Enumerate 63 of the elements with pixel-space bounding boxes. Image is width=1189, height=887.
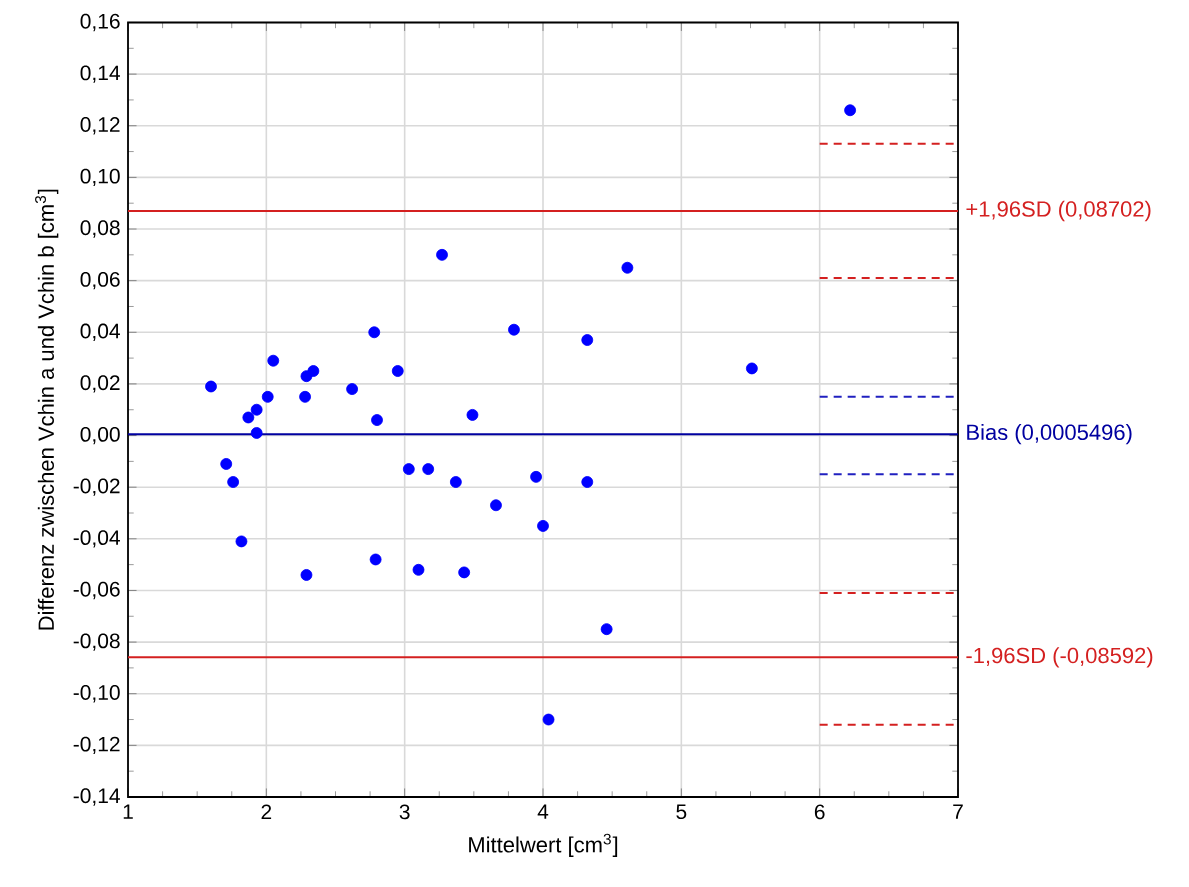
y-tick-label: -0,06 [73, 581, 120, 600]
point [466, 409, 479, 421]
y-tick-label: 0,16 [80, 13, 120, 32]
point [844, 104, 857, 117]
point [600, 623, 613, 636]
y-tick-label: -0,14 [73, 788, 120, 806]
point [436, 248, 448, 261]
point [235, 535, 248, 548]
point [402, 463, 415, 476]
point [508, 323, 520, 336]
point [220, 458, 233, 470]
y-tick-label: 0,14 [80, 65, 120, 83]
ref-line-label: Bias (0,0005496) [967, 423, 1132, 445]
point [621, 261, 634, 274]
point [422, 463, 435, 476]
y-axis-title: Differenz zwischen Vchin a und Vchin b [cm$^{3}$] [35, 189, 59, 630]
point [346, 383, 358, 395]
point [307, 365, 320, 377]
point [242, 411, 255, 424]
y-tick-label: -0,12 [73, 736, 120, 755]
point [250, 427, 263, 439]
x-tick-label: 6 [814, 804, 825, 820]
point [261, 390, 274, 403]
point [368, 326, 381, 339]
x-tick-label: 3 [399, 804, 410, 820]
point [412, 563, 425, 576]
y-tick-label: -0,04 [73, 530, 120, 548]
y-tick-label: -0,08 [73, 633, 120, 651]
point [205, 380, 217, 393]
x-tick-label: 2 [261, 804, 272, 820]
point [490, 499, 502, 512]
point [542, 713, 555, 726]
ref-line-label: +1,96SD (0,08702) [966, 200, 1151, 222]
x-tick-label: 4 [537, 804, 549, 819]
x-tick-label: 1 [123, 804, 133, 819]
point [227, 476, 240, 488]
y-tick-label: 0,12 [80, 117, 120, 135]
y-tick-label: 0,06 [80, 271, 120, 290]
point [267, 354, 280, 367]
point [391, 365, 404, 377]
x-axis-title: Mittelwert [cm$^{3}$] [469, 833, 618, 857]
y-tick-label: -0,10 [73, 685, 120, 703]
y-tick-label: 0,02 [80, 375, 120, 393]
point [537, 520, 549, 532]
y-tick-label: 0,10 [80, 168, 120, 187]
y-tick-label: 0,08 [80, 220, 120, 238]
x-tick-label: 5 [676, 804, 687, 820]
point [449, 476, 462, 488]
y-tick-label: 0,00 [80, 426, 120, 445]
point [300, 569, 313, 581]
y-tick-label: -0,02 [73, 478, 120, 496]
x-tick-label: 7 [953, 804, 963, 819]
point [458, 566, 471, 579]
y-tick-label: 0,04 [80, 323, 120, 341]
point [371, 414, 383, 426]
point [299, 390, 311, 403]
point [745, 362, 758, 375]
point [581, 334, 594, 346]
point [530, 470, 542, 483]
point [250, 403, 263, 416]
ref-line-label: -1,96SD (-0,08592) [966, 647, 1153, 668]
point [581, 476, 594, 488]
point [369, 553, 382, 566]
